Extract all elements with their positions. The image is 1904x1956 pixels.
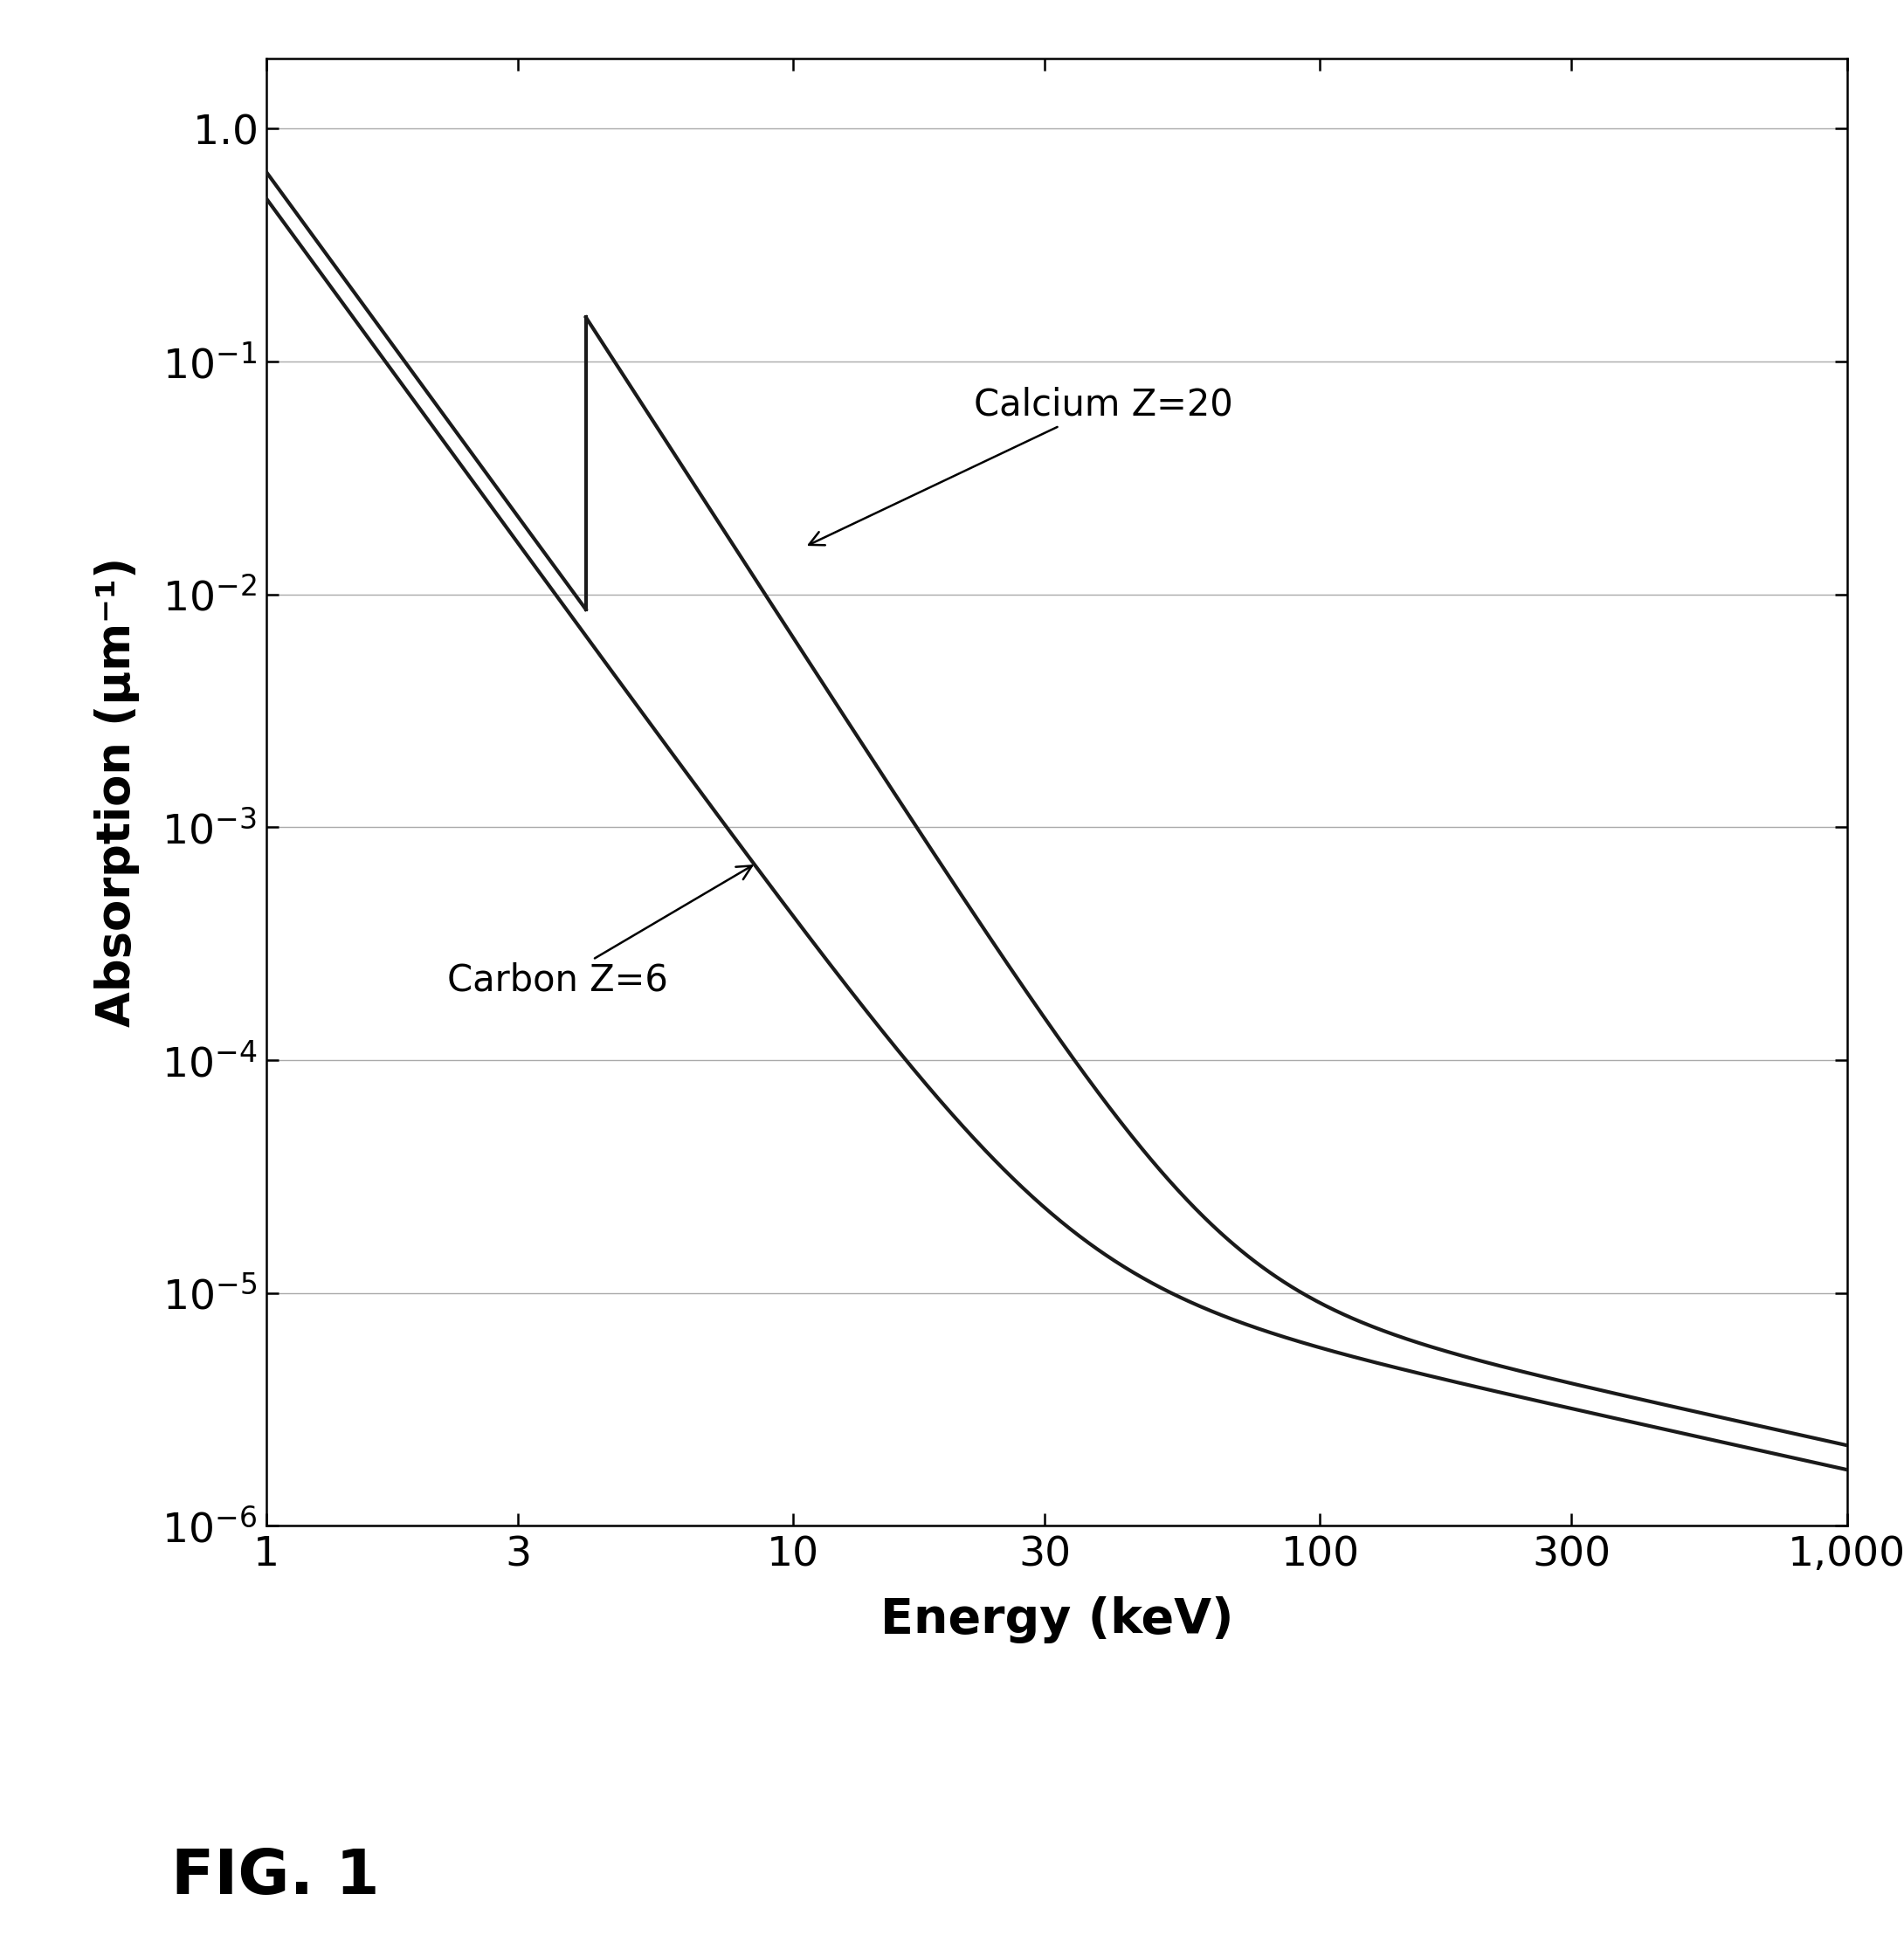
Text: Carbon Z=6: Carbon Z=6	[447, 867, 752, 1000]
Text: Calcium Z=20: Calcium Z=20	[809, 387, 1234, 546]
Y-axis label: Absorption (μm⁻¹): Absorption (μm⁻¹)	[93, 557, 139, 1027]
Text: FIG. 1: FIG. 1	[171, 1846, 379, 1907]
X-axis label: Energy (keV): Energy (keV)	[880, 1596, 1234, 1643]
